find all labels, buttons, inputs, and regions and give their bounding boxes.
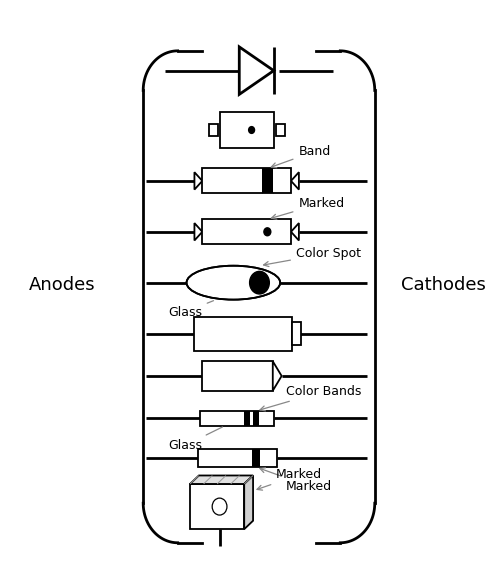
Circle shape [248,127,254,134]
Bar [202,168,291,194]
Text: Marked: Marked [257,468,322,490]
Text: Color Bands: Color Bands [260,385,362,411]
Bar [276,124,284,136]
Bar [220,112,274,148]
Text: Band: Band [272,145,330,168]
Bar [190,484,244,529]
Circle shape [264,228,271,236]
Circle shape [212,498,227,515]
Text: Glass: Glass [168,427,222,452]
Polygon shape [273,361,281,391]
Polygon shape [194,172,202,190]
Text: Glass: Glass [168,301,214,319]
Polygon shape [291,223,299,240]
Text: Marked: Marked [260,468,332,493]
Bar [202,219,291,244]
Text: Marked: Marked [272,197,344,219]
Polygon shape [190,476,253,484]
Bar [292,321,302,345]
Text: Anodes: Anodes [28,276,95,295]
Circle shape [250,271,270,294]
Ellipse shape [186,266,280,300]
Bar [198,449,276,467]
Bar [262,168,273,194]
Bar [194,316,292,351]
Bar [252,449,260,467]
Bar [200,411,274,426]
Bar [208,124,218,136]
Polygon shape [291,172,299,190]
Bar [202,361,273,391]
Bar [244,411,250,426]
Polygon shape [244,476,253,529]
Polygon shape [194,223,202,240]
Text: Color Spot: Color Spot [264,247,361,267]
Text: Cathodes: Cathodes [402,276,486,295]
Polygon shape [240,47,274,94]
Bar [253,411,259,426]
